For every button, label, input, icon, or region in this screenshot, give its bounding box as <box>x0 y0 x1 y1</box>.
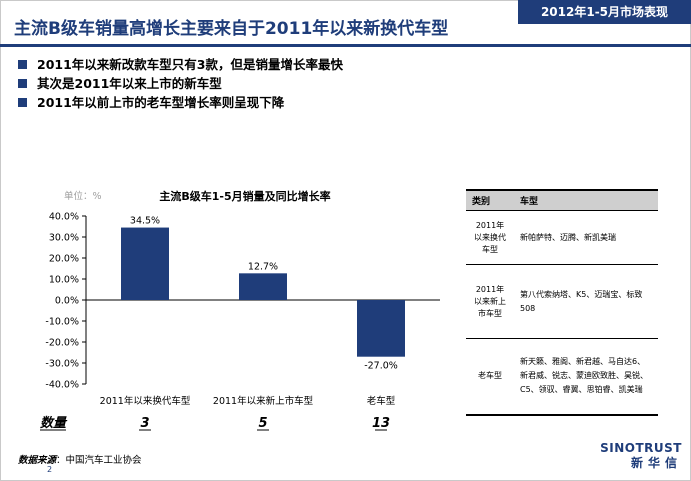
chart-unit: 单位：% <box>64 190 102 202</box>
bullet-text: 其次是2011年以来上市的新车型 <box>37 76 222 91</box>
y-tick-label: -20.0% <box>45 338 79 349</box>
period-tag: 2012年1-5月市场表现 <box>518 0 691 24</box>
count-value: 3 <box>140 416 149 431</box>
title-rule <box>0 44 691 47</box>
table-cell-models: 新天籁、雅阁、新君越、马自达6、新君威、锐志、蒙迪欧致胜、昊锐、C5、领驭、睿翼… <box>514 338 658 416</box>
page-number: 2 <box>47 465 53 474</box>
table-row: 2011年以来换代车型 新帕萨特、迈腾、新凯美瑞 <box>466 210 658 265</box>
table-header-row: 类别 车型 <box>466 189 658 211</box>
table-cell-models: 第八代索纳塔、K5、迈瑞宝、标致508 <box>514 264 658 339</box>
x-category-label: 2011年以来换代车型 <box>100 395 191 407</box>
bar <box>239 273 287 300</box>
table-header-models: 车型 <box>514 189 658 211</box>
model-table: 类别 车型 2011年以来换代车型 新帕萨特、迈腾、新凯美瑞 2011年以来新上… <box>466 189 658 416</box>
y-tick-label: 10.0% <box>49 275 79 286</box>
chart-marks: 40.0% 30.0% 20.0% 10.0% 0.0% -10.0% -20.0% -30.… <box>40 212 440 431</box>
table-row: 老车型 新天籁、雅阁、新君越、马自达6、新君威、锐志、蒙迪欧致胜、昊锐、C5、领… <box>466 338 658 416</box>
bullet-text: 2011年以来新改款车型只有3款，但是销量增长率最快 <box>37 57 343 72</box>
count-value: 5 <box>258 416 267 431</box>
data-source: 数据来源：中国汽车工业协会 <box>18 452 142 466</box>
bar <box>357 300 405 357</box>
table-header-category: 类别 <box>466 189 514 211</box>
source-label: 数据来源 <box>18 455 57 466</box>
bar-value-label: -27.0% <box>364 361 398 372</box>
y-tick-label: 0.0% <box>55 296 79 307</box>
count-label: 数量 <box>40 415 68 431</box>
y-tick-label: -30.0% <box>45 359 79 370</box>
bullet-list: 2011年以来新改款车型只有3款，但是销量增长率最快 其次是2011年以来上市的… <box>18 55 343 112</box>
bar-value-label: 12.7% <box>248 261 278 272</box>
table-cell-models: 新帕萨特、迈腾、新凯美瑞 <box>514 210 658 265</box>
logo-cn: 新华信 <box>630 456 682 470</box>
source-text: ：中国汽车工业协会 <box>56 455 142 466</box>
bullet-text: 2011年以前上市的老车型增长率则呈现下降 <box>37 95 285 110</box>
x-category-label: 2011年以来新上市车型 <box>213 395 314 407</box>
square-bullet-icon <box>18 60 27 69</box>
table-cell-category: 2011年以来换代车型 <box>466 210 514 265</box>
logo-en: SINOTRUST <box>600 441 682 455</box>
x-category-label: 老车型 <box>367 395 396 407</box>
count-value: 13 <box>372 416 390 431</box>
bullet-item: 2011年以来新改款车型只有3款，但是销量增长率最快 <box>18 55 343 74</box>
bullet-item: 其次是2011年以来上市的新车型 <box>18 74 343 93</box>
square-bullet-icon <box>18 98 27 107</box>
chart-title: 主流B级车1-5月销量及同比增长率 <box>159 189 330 203</box>
table-cell-category: 老车型 <box>466 338 514 416</box>
y-tick-label: 30.0% <box>49 233 79 244</box>
table-row: 2011年以来新上市车型 第八代索纳塔、K5、迈瑞宝、标致508 <box>466 264 658 339</box>
y-tick-label: -10.0% <box>45 317 79 328</box>
square-bullet-icon <box>18 79 27 88</box>
page-title: 主流B级车销量高增长主要来自于2011年以来新换代车型 <box>14 19 449 39</box>
bar-value-label: 34.5% <box>130 216 160 227</box>
y-tick-label: 40.0% <box>49 212 79 223</box>
y-tick-label: 20.0% <box>49 254 79 265</box>
table-cell-category: 2011年以来新上市车型 <box>466 264 514 339</box>
bullet-item: 2011年以前上市的老车型增长率则呈现下降 <box>18 93 343 112</box>
y-tick-label: -40.0% <box>45 380 79 391</box>
sinotrust-logo: SINOTRUST 新华信 <box>600 441 682 471</box>
bar <box>121 227 169 300</box>
